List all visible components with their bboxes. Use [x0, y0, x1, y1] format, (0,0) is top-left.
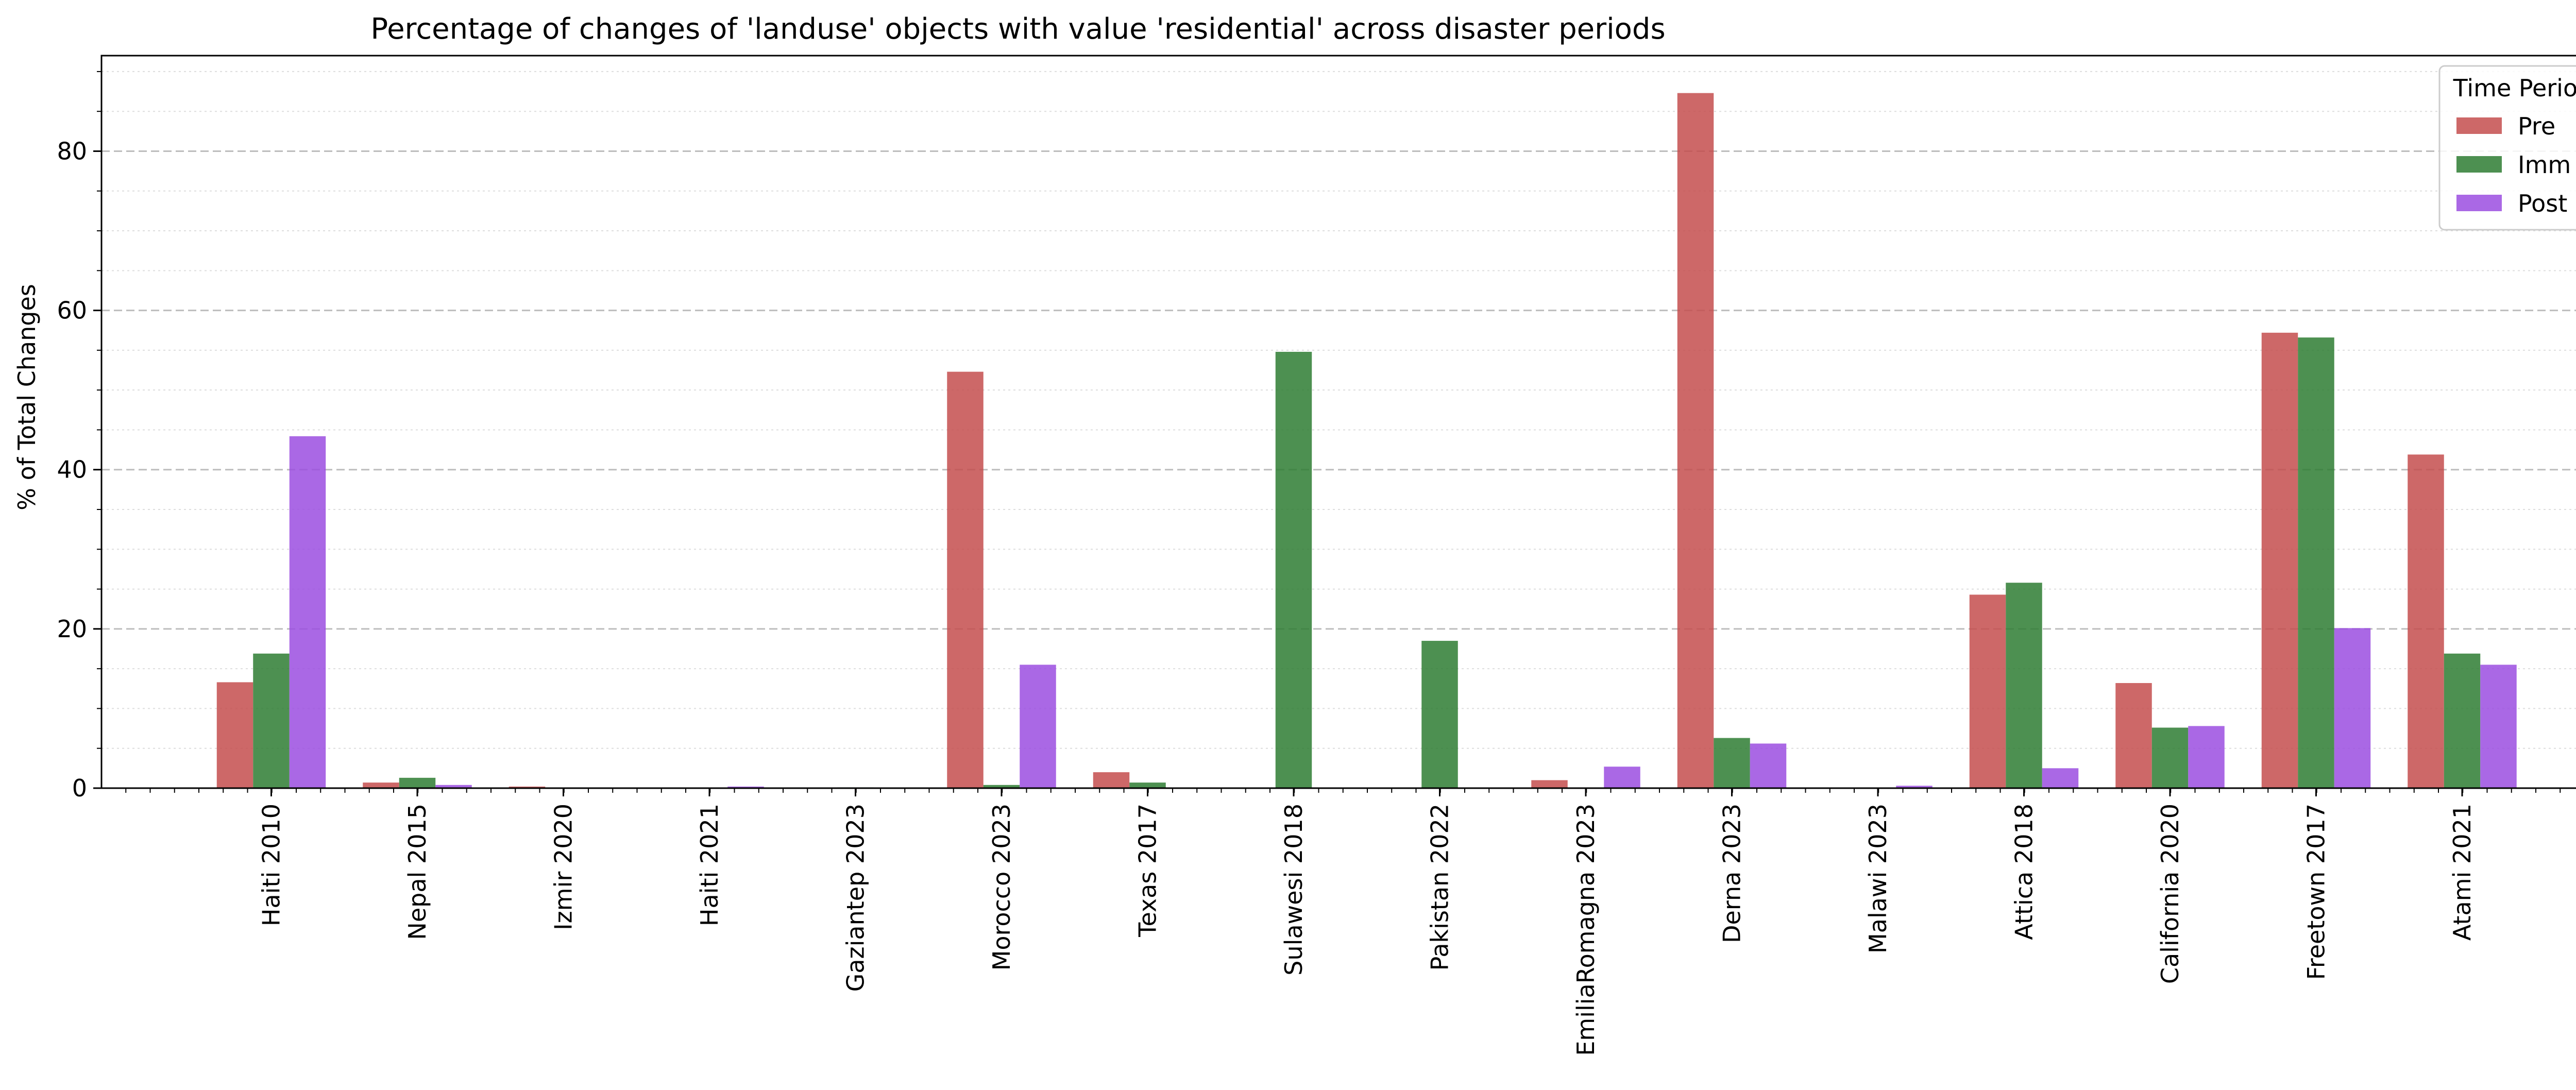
x-tick-label: Atami 2021: [2448, 804, 2476, 941]
bar-imm: [983, 785, 1020, 788]
bar-post: [289, 436, 326, 788]
bar-pre: [216, 682, 253, 788]
x-tick-label: Malawi 2023: [1864, 804, 1892, 953]
bar-imm: [2298, 337, 2334, 788]
x-tick-label: Texas 2017: [1134, 804, 1162, 938]
y-axis-label: % of Total Changes: [13, 284, 41, 510]
bar-post: [2188, 726, 2225, 788]
bar-imm: [2006, 583, 2042, 788]
legend-label-post: Post: [2518, 190, 2567, 217]
x-tick-label: Gaziantep 2023: [842, 804, 870, 992]
x-tick-label: Derna 2023: [1718, 804, 1746, 943]
legend-frame: [2438, 65, 2576, 231]
x-tick-label: Sulawesi 2018: [1280, 804, 1308, 976]
x-tick-label: California 2020: [2156, 804, 2184, 984]
legend-swatch-pre: [2456, 117, 2502, 134]
x-tick-label: Nepal 2015: [403, 804, 431, 940]
x-tick-label: Haiti 2021: [696, 804, 723, 926]
bar-imm: [253, 653, 290, 788]
bar-post: [435, 785, 472, 788]
legend-label-imm: Imm: [2518, 151, 2571, 179]
y-tick-label: 20: [57, 615, 87, 643]
y-tick-label: 80: [57, 137, 87, 165]
bar-pre: [2408, 454, 2444, 788]
bar-imm: [399, 777, 436, 788]
legend-label-pre: Pre: [2518, 112, 2555, 140]
bar-pre: [1531, 780, 1568, 788]
bar-imm: [1714, 738, 1750, 788]
grid-lines: [101, 71, 2576, 749]
bars: [216, 93, 2517, 789]
bar-post: [727, 786, 764, 788]
x-tick-label: Morocco 2023: [988, 804, 1015, 970]
bar-post: [1604, 767, 1640, 788]
bar-pre: [1677, 93, 1714, 789]
bar-imm: [2151, 727, 2189, 788]
bar-imm: [1275, 351, 1312, 788]
bar-imm: [2444, 653, 2481, 788]
legend-title: Time Period: [2453, 74, 2576, 102]
x-tick-label: Freetown 2017: [2302, 804, 2330, 980]
bar-pre: [509, 786, 546, 788]
bar-post: [1896, 786, 1933, 788]
x-tick-label: Pakistan 2022: [1426, 804, 1454, 970]
x-tick-label: EmiliaRomagna 2023: [1572, 804, 1600, 1056]
legend-swatch-imm: [2456, 156, 2502, 173]
bar-post: [2042, 768, 2079, 788]
bar-imm: [1129, 782, 1166, 788]
x-tick-label: Izmir 2020: [550, 804, 578, 930]
bar-post: [2480, 665, 2517, 788]
y-tick-label: 60: [57, 297, 87, 325]
bar-post: [1020, 665, 1056, 788]
bar-pre: [947, 371, 984, 788]
bar-pre: [2261, 332, 2298, 788]
bar-pre: [363, 782, 399, 788]
bar-pre: [1969, 594, 2006, 788]
chart-title: Percentage of changes of 'landuse' objec…: [370, 12, 1665, 46]
bar-post: [1750, 743, 1787, 788]
x-tick-label: Attica 2018: [2010, 804, 2038, 940]
x-tick-label: Haiti 2010: [258, 804, 285, 926]
legend-swatch-post: [2456, 195, 2502, 211]
axes: 0 20 40 60 80 Haiti 2010 Nepal 2015 Izmir 2020 H…: [57, 71, 2561, 1056]
y-tick-label: 0: [72, 774, 87, 802]
bar-pre: [2115, 683, 2152, 788]
bar-pre: [1093, 772, 1130, 788]
legend: Time Period Pre Imm Post: [2438, 65, 2576, 231]
bar-imm: [1421, 641, 1458, 788]
plot-frame: [100, 55, 2576, 789]
y-tick-label: 40: [57, 456, 87, 484]
bar-post: [2334, 628, 2371, 788]
